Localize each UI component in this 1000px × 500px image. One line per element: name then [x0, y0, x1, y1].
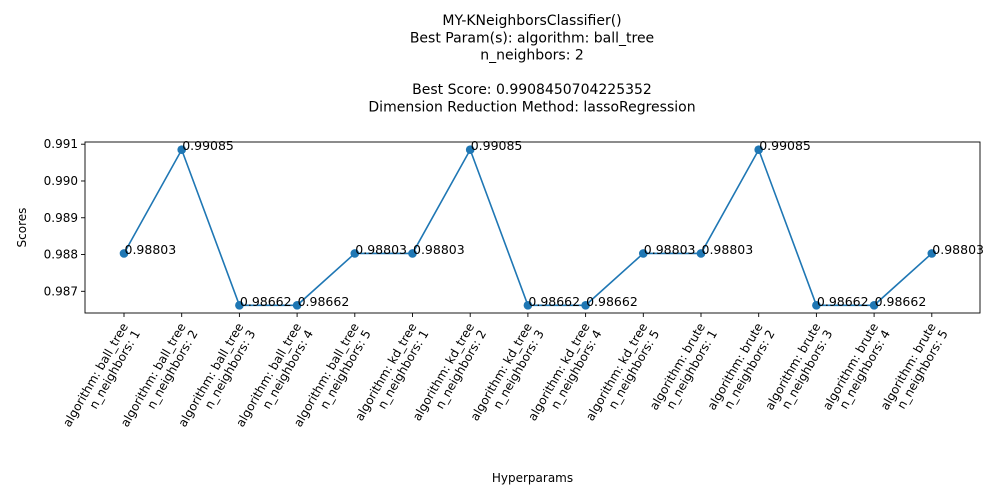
x-axis-label: Hyperparams: [492, 471, 573, 485]
data-point: [292, 300, 302, 310]
y-tick-label: 0.988: [44, 248, 78, 262]
title-line: Best Param(s): algorithm: ball_tree: [410, 30, 654, 46]
data-label: 0.99085: [182, 138, 234, 153]
data-label: 0.98803: [932, 242, 984, 257]
y-axis: 0.987 0.988 0.989 0.990 0.991: [44, 137, 85, 298]
data-points: [119, 145, 937, 310]
data-point: [465, 145, 475, 155]
data-point: [869, 300, 879, 310]
title-line: Dimension Reduction Method: lassoRegress…: [368, 100, 695, 116]
y-tick-label: 0.990: [44, 174, 78, 188]
data-point: [696, 249, 706, 258]
data-point: [408, 249, 417, 258]
data-label: 0.98662: [817, 294, 869, 309]
data-label: 0.98662: [240, 294, 292, 309]
data-label: 0.98662: [528, 294, 580, 309]
data-point: [639, 249, 648, 258]
y-tick-label: 0.991: [44, 137, 78, 151]
data-point: [812, 300, 821, 310]
chart-title: MY-KNeighborsClassifier()Best Param(s): …: [368, 13, 695, 116]
title-line: Best Score: 0.9908450704225352: [412, 82, 652, 98]
data-label: 0.98803: [413, 242, 465, 257]
data-label: 0.98662: [298, 294, 350, 309]
series-line: [123, 147, 933, 307]
data-label: 0.98662: [586, 294, 638, 309]
x-axis: algorithm: ball_treen_neighbors: 1algori…: [60, 313, 951, 430]
plot-area: 0.987 0.988 0.989 0.990 0.991 algorithm: bal…: [44, 137, 985, 430]
data-label: 0.99085: [471, 138, 523, 153]
data-point: [119, 249, 129, 258]
data-point: [927, 249, 937, 258]
x-tick-label-line: algorithm: ball_tree: [60, 321, 131, 430]
data-label: 0.98662: [875, 294, 927, 309]
data-point: [581, 300, 590, 310]
title-line: n_neighbors: 2: [480, 48, 584, 64]
y-axis-label: Scores: [15, 208, 29, 248]
plot-frame: [84, 141, 981, 314]
y-tick-label: 0.987: [44, 284, 78, 298]
data-label: 0.98803: [355, 242, 407, 257]
data-label: 0.98803: [125, 242, 177, 257]
data-point: [350, 249, 360, 258]
data-point: [235, 300, 244, 310]
y-tick-label: 0.989: [44, 211, 78, 225]
data-point: [754, 145, 763, 155]
data-point: [523, 300, 533, 310]
title-line: MY-KNeighborsClassifier(): [442, 13, 621, 29]
data-label: 0.99085: [759, 138, 811, 153]
data-label: 0.98803: [644, 242, 696, 257]
data-label: 0.98803: [702, 242, 754, 257]
data-labels: 0.98803 0.99085 0.98662 0.98662 0.98803 0.988…: [125, 138, 985, 309]
data-point: [177, 145, 186, 155]
